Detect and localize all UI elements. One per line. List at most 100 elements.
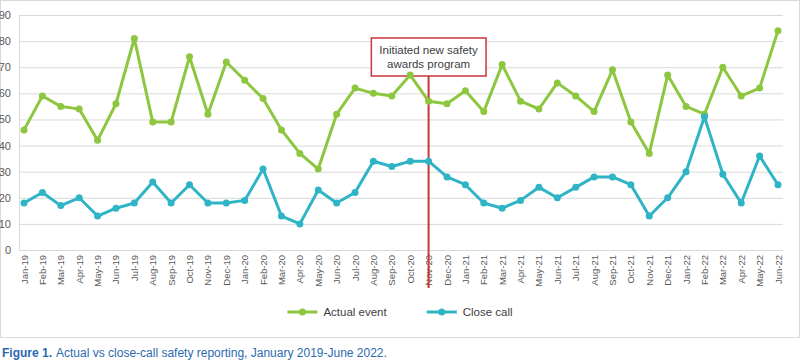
y-tick-label: 20 [0, 192, 11, 204]
point [738, 92, 745, 99]
x-tick: Feb-21 [478, 250, 489, 285]
x-tick: Apr-20 [294, 250, 305, 284]
x-tick-label: Feb-20 [258, 255, 269, 285]
legend: Actual eventClose call [287, 306, 512, 318]
point [719, 171, 726, 178]
point [756, 153, 763, 160]
point [204, 111, 211, 118]
x-tick-label: Aug-21 [589, 255, 600, 286]
point [756, 85, 763, 92]
x-tick-label: Sep-21 [607, 255, 618, 286]
plot-area [21, 27, 782, 227]
y-tick: 20 [0, 192, 783, 204]
x-tick-label: Oct-21 [625, 255, 636, 284]
grid-line [19, 172, 783, 173]
point [204, 200, 211, 207]
x-tick-label: Sep-20 [386, 255, 397, 286]
point [738, 200, 745, 207]
x-tick-label: Jun-19 [110, 255, 121, 284]
point [112, 100, 119, 107]
x-tick-label: Feb-19 [37, 255, 48, 285]
x-tick-label: Dec-19 [221, 255, 232, 286]
x-tick-label: Aug-20 [368, 255, 379, 286]
x-tick: Dec-20 [442, 250, 453, 286]
x-tick-label: May-22 [754, 255, 765, 287]
x-tick-label: Oct-20 [405, 255, 416, 284]
x-tick-label: May-19 [92, 255, 103, 287]
chart-frame [1, 1, 800, 338]
point [260, 166, 267, 173]
point [554, 79, 561, 86]
point [664, 194, 671, 201]
x-tick-label: Jan-22 [681, 255, 692, 284]
point [57, 103, 64, 110]
x-tick-label: Jan-19 [19, 255, 30, 284]
point [76, 194, 83, 201]
point [223, 59, 230, 66]
point [94, 213, 101, 220]
x-axis-line [25, 250, 779, 251]
x-tick: Dec-21 [662, 250, 673, 286]
point [333, 111, 340, 118]
x-tick-label: Dec-21 [662, 255, 673, 286]
point [131, 200, 138, 207]
x-tick-label: Nov-19 [202, 255, 213, 286]
x-tick-label: Jul-21 [570, 255, 581, 281]
x-tick: Jul-19 [129, 250, 140, 281]
point [480, 108, 487, 115]
y-tick: 10 [0, 218, 783, 230]
point [39, 189, 46, 196]
y-tick-label: 60 [0, 87, 11, 99]
x-tick: Mar-22 [717, 250, 728, 285]
point [535, 106, 542, 113]
y-tick: 50 [0, 113, 783, 125]
point [315, 186, 322, 193]
x-tick-label: Mar-22 [717, 255, 728, 285]
caption: Figure 1.Actual vs close-call safety rep… [2, 346, 387, 360]
point [443, 173, 450, 180]
x-tick-label: Feb-21 [478, 255, 489, 285]
y-axis-line [19, 16, 20, 251]
point [352, 189, 359, 196]
point [499, 205, 506, 212]
y-tick: 0 [5, 244, 783, 256]
x-tick: Oct-20 [405, 250, 416, 284]
x-tick: May-20 [313, 250, 324, 287]
annotation-box [371, 38, 486, 76]
point [21, 126, 28, 133]
point [186, 181, 193, 188]
x-tick: Oct-19 [184, 250, 195, 284]
point [407, 72, 414, 79]
point [462, 87, 469, 94]
point [370, 158, 377, 165]
point [186, 53, 193, 60]
y-tick-label: 50 [0, 113, 11, 125]
series-line [24, 117, 778, 224]
legend-item: Actual event [287, 306, 387, 318]
point [131, 35, 138, 42]
point [278, 213, 285, 220]
caption-text: Actual vs close-call safety reporting, J… [56, 346, 387, 360]
grid-line [19, 224, 783, 225]
x-tick: May-19 [92, 250, 103, 287]
series-line [24, 31, 778, 169]
y-tick-label: 10 [0, 218, 11, 230]
point [425, 98, 432, 105]
point [535, 184, 542, 191]
x-tick: Mar-19 [55, 250, 66, 285]
point [39, 92, 46, 99]
x-tick: Sep-20 [386, 250, 397, 286]
point [517, 197, 524, 204]
x-tick: Nov-19 [202, 250, 213, 286]
annotation: Initiated new safetyawards program [371, 38, 486, 288]
point [315, 166, 322, 173]
x-tick: Nov-21 [644, 250, 655, 286]
point [223, 200, 230, 207]
annotation-line [428, 76, 430, 288]
point [627, 119, 634, 126]
x-tick-label: Aug-19 [147, 255, 158, 286]
point [646, 213, 653, 220]
y-tick-label: 30 [0, 166, 11, 178]
x-tick: Sep-21 [607, 250, 618, 286]
x-tick-label: Mar-20 [276, 255, 287, 285]
